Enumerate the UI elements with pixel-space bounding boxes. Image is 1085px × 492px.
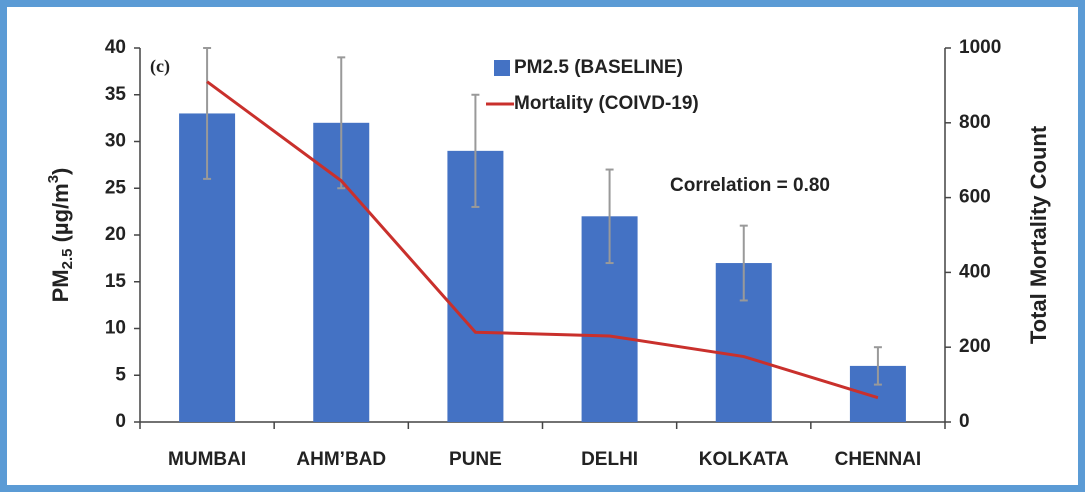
y-label-part: (µg/m xyxy=(48,183,73,248)
x-tick-label: KOLKATA xyxy=(699,449,789,470)
x-tick-label: MUMBAI xyxy=(168,449,246,470)
y-tick-label: 20 xyxy=(105,224,126,245)
annotation: Correlation = 0.80 xyxy=(670,175,830,196)
y2-tick-label: 800 xyxy=(959,112,991,133)
y2-tick-label: 0 xyxy=(959,411,970,432)
x-tick-label: DELHI xyxy=(581,449,638,470)
y-tick-label: 35 xyxy=(105,84,127,105)
y-label-part: ) xyxy=(48,168,73,175)
y-label-part: 3 xyxy=(45,175,62,183)
legend-label: Mortality (COIVD-19) xyxy=(514,93,699,114)
y2-tick-label: 600 xyxy=(959,187,991,208)
line xyxy=(206,80,879,400)
x-tick-label: AHM’BAD xyxy=(296,449,386,470)
legend-swatch xyxy=(494,60,510,76)
y2-tick-label: 1000 xyxy=(959,37,1001,58)
x-tick-label: CHENNAI xyxy=(835,449,922,470)
y-label-part: PM xyxy=(48,269,73,302)
y-label-part: 2.5 xyxy=(59,249,76,270)
y2-tick-label: 400 xyxy=(959,261,991,282)
y-tick-label: 15 xyxy=(105,271,127,292)
x-tick-label: PUNE xyxy=(449,449,502,470)
y-tick-label: 5 xyxy=(115,364,126,385)
y-tick-label: 25 xyxy=(105,177,127,198)
y-tick-label: 30 xyxy=(105,131,126,152)
y2-tick-label: 200 xyxy=(959,336,991,357)
y-tick-label: 0 xyxy=(115,411,126,432)
legend-label: PM2.5 (BASELINE) xyxy=(514,57,683,78)
panel-label: (c) xyxy=(150,56,170,77)
y-tick-label: 40 xyxy=(105,37,126,58)
y-tick-label: 10 xyxy=(105,318,126,339)
y2-label: Total Mortality Count xyxy=(1026,125,1051,344)
y-label: PM2.5 (µg/m3) xyxy=(45,168,76,303)
